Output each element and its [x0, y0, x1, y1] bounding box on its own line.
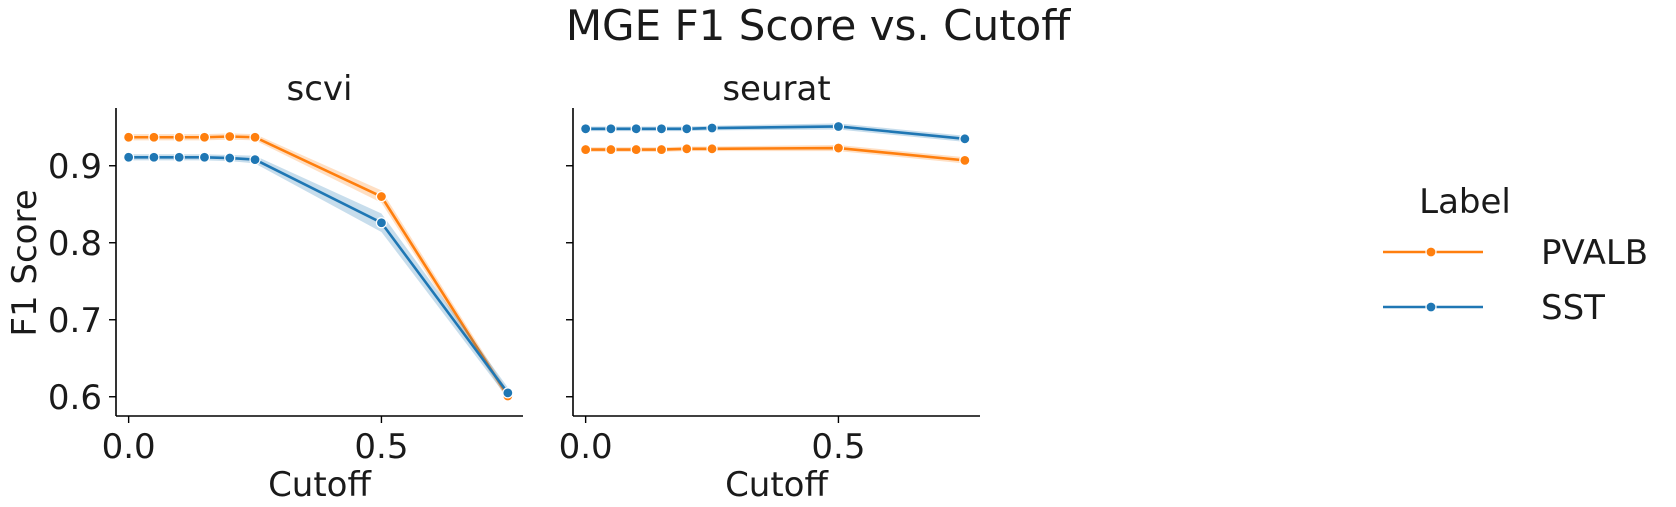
legend-marker — [1425, 246, 1437, 258]
confidence-band — [128, 133, 508, 401]
data-point — [681, 143, 693, 155]
data-point — [630, 143, 642, 156]
data-point — [173, 131, 185, 143]
series-line — [585, 125, 965, 141]
data-point — [123, 131, 135, 143]
data-point — [173, 151, 185, 163]
legend-label: SST — [1541, 288, 1605, 328]
data-point — [832, 120, 845, 133]
legend: Label PVALB SST — [1383, 182, 1648, 328]
data-point — [706, 122, 718, 134]
data-point — [655, 143, 668, 156]
series-PVALB — [123, 130, 514, 402]
x-axis-label: Cutoff — [268, 465, 372, 505]
y-tick-label: 0.6 — [48, 378, 102, 418]
panel-title: seurat — [722, 69, 830, 109]
series-SST — [580, 120, 971, 145]
legend-marker — [1425, 301, 1437, 313]
data-point — [375, 217, 388, 229]
data-point — [605, 143, 617, 156]
y-axis-label: F1 Score — [5, 189, 45, 336]
x-tick-label: 0.0 — [102, 427, 156, 467]
y-tick-label: 0.8 — [48, 224, 102, 264]
data-point — [224, 152, 236, 164]
data-point — [249, 153, 261, 166]
legend-item-PVALB: PVALB — [1383, 233, 1648, 273]
data-point — [123, 151, 135, 163]
x-tick-label: 0.5 — [354, 427, 408, 467]
x-tick-label: 0.0 — [559, 427, 613, 467]
data-point — [681, 123, 693, 135]
y-tick-label: 0.7 — [48, 301, 102, 341]
series-SST — [123, 151, 514, 399]
series-PVALB — [580, 142, 971, 166]
data-point — [198, 151, 211, 163]
data-point — [630, 123, 642, 135]
legend-item-SST: SST — [1383, 288, 1605, 328]
data-point — [375, 190, 388, 203]
x-tick-label: 0.5 — [811, 427, 865, 467]
data-point — [959, 133, 971, 145]
data-point — [605, 123, 617, 135]
data-point — [832, 142, 845, 154]
data-point — [148, 131, 160, 143]
data-point — [655, 123, 668, 135]
panel-title: scvi — [287, 69, 353, 109]
chart-title: MGE F1 Score vs. Cutoff — [566, 1, 1071, 50]
data-point — [502, 387, 514, 399]
legend-label: PVALB — [1541, 233, 1648, 273]
data-point — [249, 131, 261, 143]
legend-title: Label — [1419, 182, 1511, 222]
data-point — [198, 131, 211, 143]
y-tick-label: 0.9 — [48, 147, 102, 187]
series-line — [128, 135, 509, 397]
data-point — [580, 123, 592, 135]
x-axis-label: Cutoff — [725, 465, 829, 505]
data-point — [224, 130, 236, 143]
data-point — [148, 151, 160, 163]
data-point — [959, 154, 971, 166]
data-point — [580, 143, 592, 156]
data-point — [706, 143, 718, 155]
